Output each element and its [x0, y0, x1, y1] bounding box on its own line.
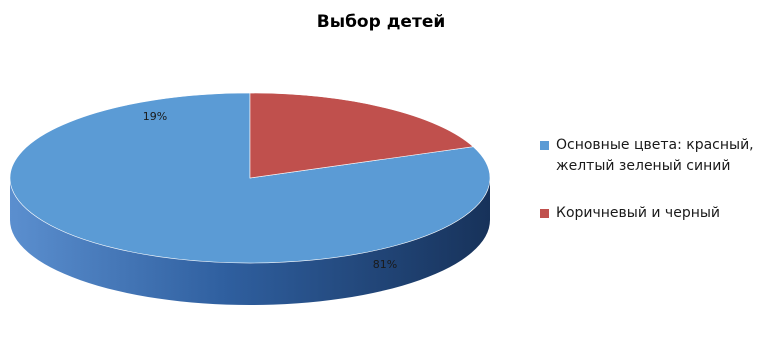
pie-slice-1 [249, 92, 474, 179]
pie-side-0 [10, 178, 490, 305]
pie-depth [10, 178, 490, 305]
slice-label-0: 81% [373, 258, 397, 271]
legend-swatch-red [540, 209, 549, 218]
legend-label: Основные цвета: красный, желтый зеленый … [556, 137, 754, 174]
pie-slice-0 [9, 92, 491, 264]
legend-label: Коричневый и черный [556, 205, 721, 221]
chart-title: Выбор детей [316, 12, 446, 32]
legend-item-brown-black: Коричневый и черный [540, 203, 760, 224]
legend: Основные цвета: красный, желтый зеленый … [540, 135, 760, 250]
slice-label-1: 19% [143, 110, 167, 123]
legend-item-primary-colors: Основные цвета: красный, желтый зеленый … [540, 135, 760, 177]
legend-swatch-blue [540, 141, 549, 150]
